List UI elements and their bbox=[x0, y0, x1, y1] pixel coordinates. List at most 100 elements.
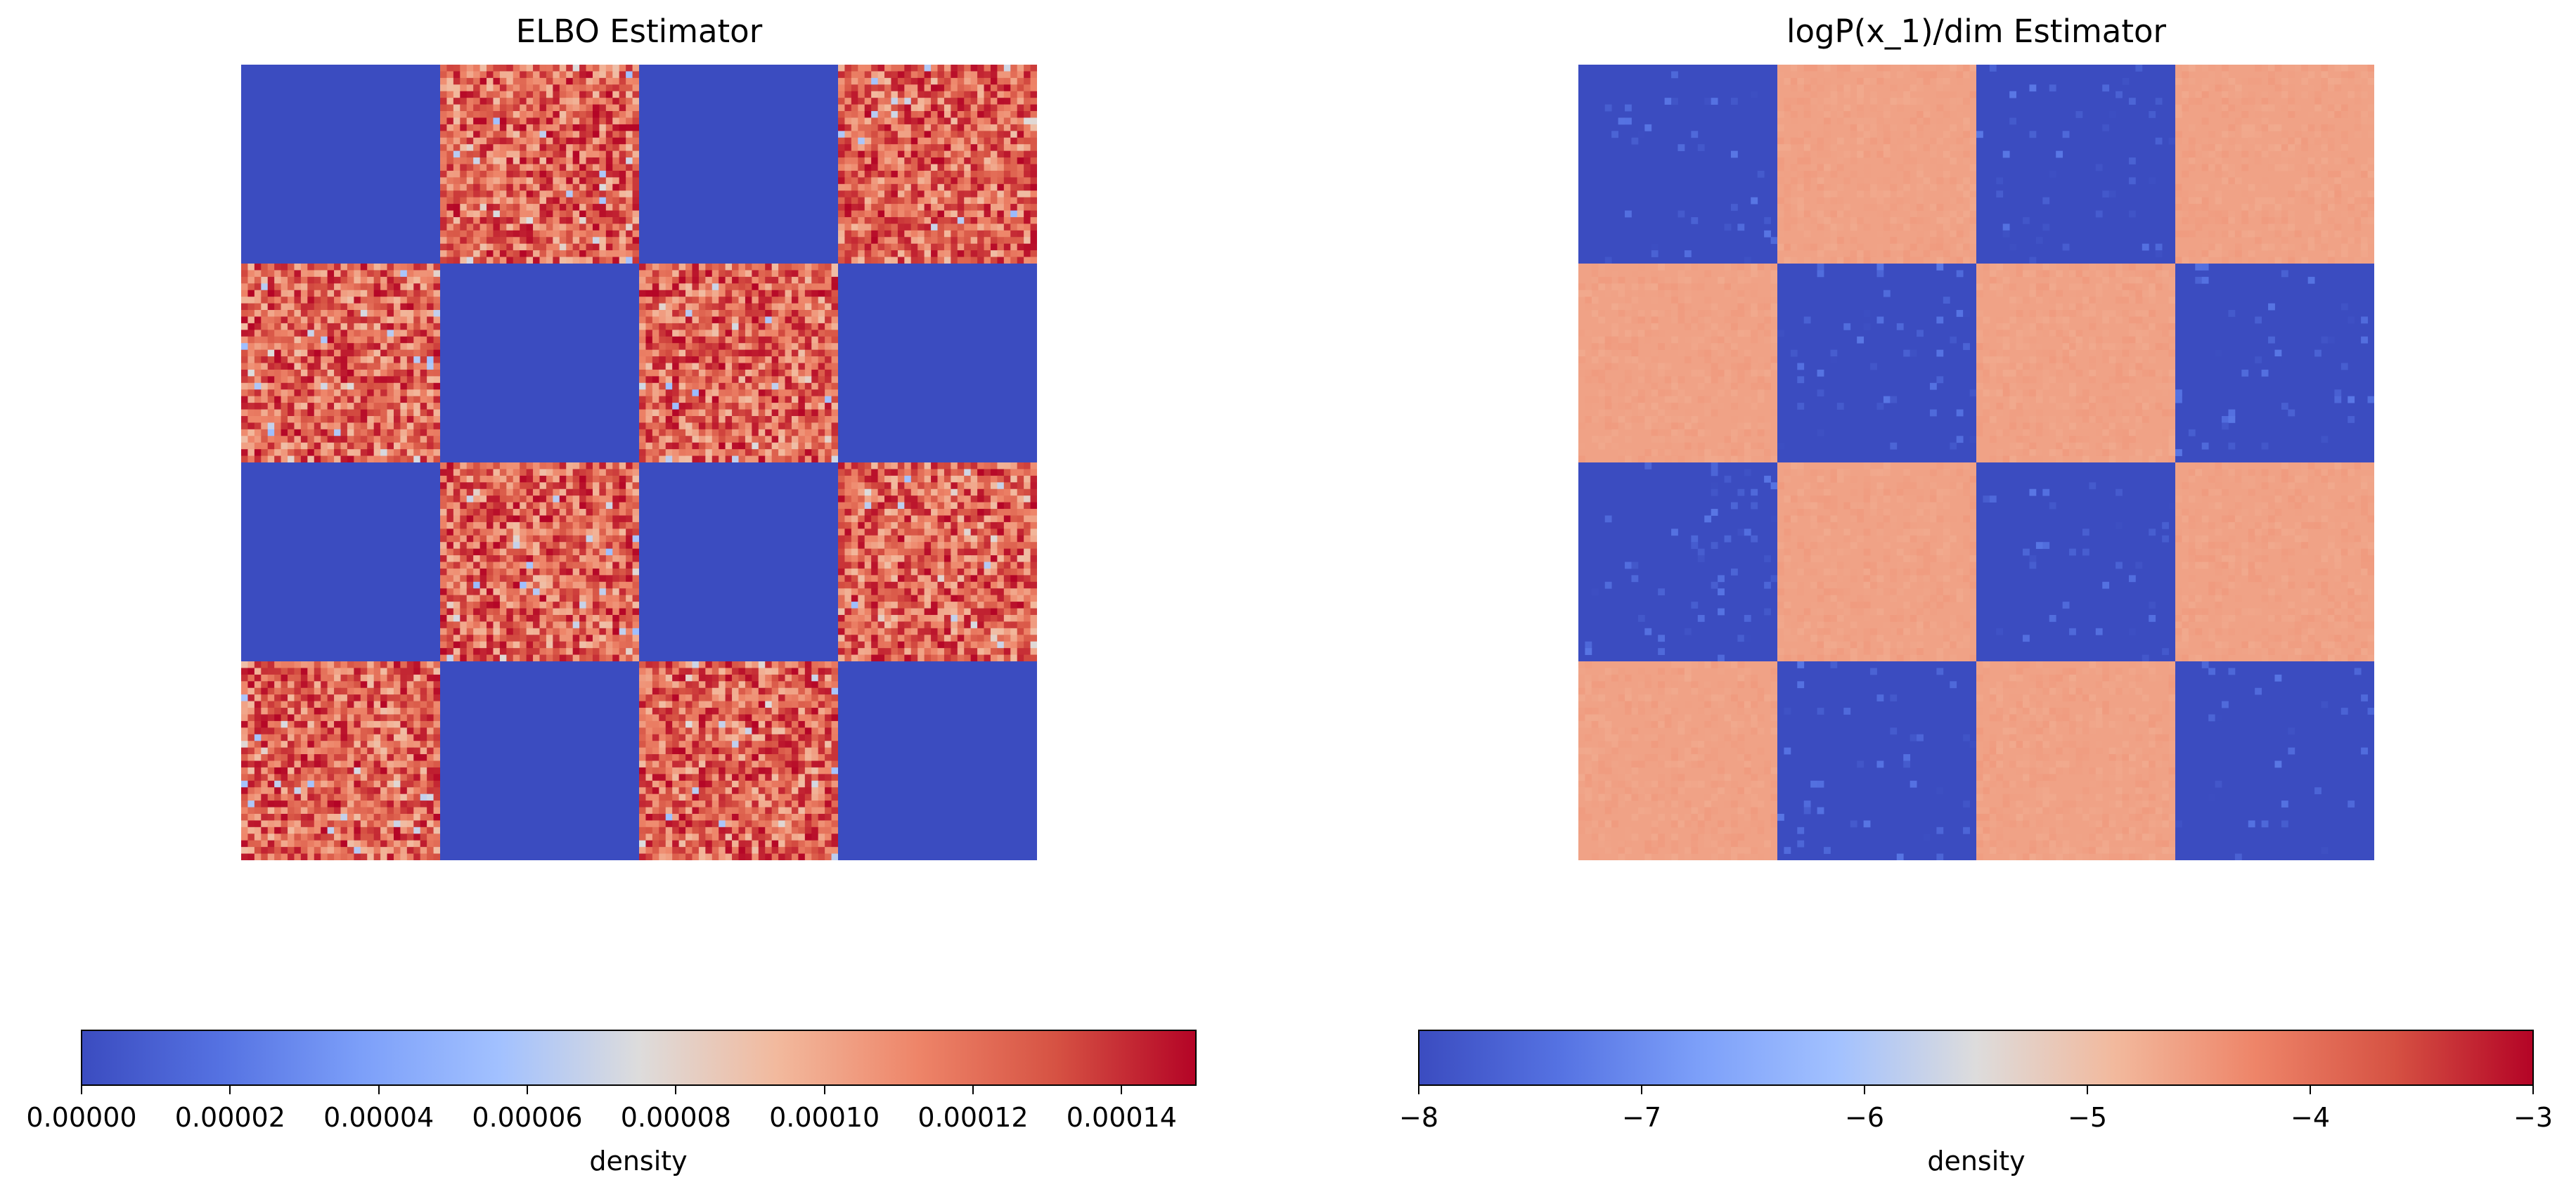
heatmap-cell bbox=[493, 98, 501, 105]
heatmap-cell bbox=[533, 562, 540, 569]
heatmap-cell bbox=[433, 276, 441, 284]
heatmap-cell bbox=[1017, 243, 1024, 251]
heatmap-cell bbox=[566, 575, 574, 583]
heatmap-cell bbox=[446, 111, 454, 118]
heatmap-cell bbox=[619, 581, 626, 589]
heatmap-cell bbox=[851, 71, 858, 79]
heatmap-cell bbox=[785, 310, 792, 317]
heatmap-cell bbox=[804, 270, 812, 278]
heatmap-cell bbox=[520, 216, 527, 224]
heatmap-cell bbox=[825, 449, 832, 456]
heatmap-cell bbox=[605, 190, 613, 198]
heatmap-cell bbox=[711, 429, 719, 436]
heatmap-cell bbox=[605, 475, 613, 483]
heatmap-cell bbox=[964, 482, 972, 490]
heatmap-cell bbox=[526, 654, 534, 662]
heatmap-cell bbox=[506, 124, 514, 131]
heatmap-cell bbox=[897, 250, 905, 257]
heatmap-cell bbox=[698, 323, 706, 330]
heatmap-cell bbox=[838, 462, 845, 469]
heatmap-cell bbox=[738, 343, 746, 351]
heatmap-cell bbox=[354, 303, 361, 311]
heatmap-cell bbox=[838, 150, 845, 158]
heatmap-cell bbox=[785, 396, 792, 403]
heatmap-cell bbox=[984, 71, 991, 79]
heatmap-cell bbox=[977, 117, 984, 125]
heatmap-cell bbox=[804, 356, 812, 363]
heatmap-cell bbox=[373, 264, 381, 271]
heatmap-cell bbox=[247, 415, 255, 423]
heatmap-cell bbox=[711, 270, 719, 278]
heatmap-cell bbox=[871, 77, 878, 85]
heatmap-cell bbox=[334, 429, 341, 436]
heatmap-cell bbox=[513, 548, 520, 556]
heatmap-cell bbox=[785, 297, 792, 304]
heatmap-cell bbox=[785, 389, 792, 397]
heatmap-cell bbox=[493, 535, 501, 543]
heatmap-cell bbox=[360, 422, 368, 430]
heatmap-cell bbox=[811, 415, 819, 423]
heatmap-cell bbox=[1017, 482, 1024, 490]
heatmap-cell bbox=[771, 356, 779, 363]
heatmap-cell bbox=[281, 297, 288, 304]
heatmap-cell bbox=[931, 542, 938, 550]
heatmap-cell bbox=[910, 521, 918, 529]
heatmap-cell bbox=[858, 157, 865, 164]
heatmap-cell bbox=[924, 84, 932, 92]
heatmap-cell bbox=[778, 270, 785, 278]
heatmap-cell bbox=[752, 449, 759, 456]
heatmap-cell bbox=[605, 608, 613, 616]
heatmap-cell bbox=[951, 77, 958, 85]
heatmap-cell bbox=[493, 257, 501, 264]
heatmap-cell bbox=[261, 270, 269, 278]
heatmap-cell bbox=[440, 548, 447, 556]
heatmap-cell bbox=[752, 409, 759, 417]
heatmap-cell bbox=[951, 529, 958, 536]
heatmap-cell bbox=[997, 150, 1005, 158]
heatmap-cell bbox=[513, 210, 520, 218]
heatmap-cell bbox=[910, 77, 918, 85]
heatmap-cell bbox=[811, 403, 819, 410]
heatmap-cell bbox=[897, 475, 905, 483]
heatmap-cell bbox=[917, 131, 925, 138]
heatmap-cell bbox=[711, 336, 719, 344]
heatmap-cell bbox=[917, 190, 925, 198]
heatmap-cell bbox=[466, 164, 474, 171]
heatmap-cell bbox=[758, 449, 766, 456]
heatmap-cell bbox=[626, 575, 633, 583]
heatmap-cell bbox=[659, 363, 666, 370]
heatmap-cell bbox=[460, 71, 468, 79]
heatmap-cell bbox=[274, 356, 281, 363]
heatmap-cell bbox=[281, 369, 288, 377]
heatmap-cell bbox=[1030, 84, 1037, 92]
heatmap-cell bbox=[533, 65, 540, 72]
heatmap-cell bbox=[566, 654, 574, 662]
heatmap-cell bbox=[586, 595, 593, 602]
heatmap-cell bbox=[984, 257, 991, 264]
heatmap-cell bbox=[937, 230, 945, 238]
heatmap-cell bbox=[811, 290, 819, 297]
heatmap-cell bbox=[380, 415, 387, 423]
heatmap-cell bbox=[990, 495, 998, 503]
heatmap-cell bbox=[944, 469, 951, 477]
heatmap-cell bbox=[884, 562, 891, 569]
heatmap-cell bbox=[453, 98, 461, 105]
heatmap-cell bbox=[931, 548, 938, 556]
heatmap-cell bbox=[917, 65, 925, 72]
heatmap-cell bbox=[440, 124, 447, 131]
heatmap-cell bbox=[1024, 117, 1031, 125]
heatmap-cell bbox=[559, 495, 567, 503]
heatmap-cell bbox=[626, 77, 633, 85]
heatmap-cell bbox=[427, 330, 434, 337]
heatmap-cell bbox=[487, 488, 494, 496]
heatmap-cell bbox=[460, 257, 468, 264]
heatmap-cell bbox=[506, 628, 514, 635]
heatmap-cell bbox=[440, 595, 447, 602]
heatmap-cell bbox=[247, 310, 255, 317]
heatmap-cell bbox=[612, 98, 620, 105]
heatmap-cell bbox=[619, 77, 626, 85]
heatmap-cell bbox=[446, 164, 454, 171]
heatmap-cell bbox=[864, 223, 872, 231]
heatmap-cell bbox=[725, 389, 733, 397]
heatmap-cell bbox=[951, 515, 958, 523]
